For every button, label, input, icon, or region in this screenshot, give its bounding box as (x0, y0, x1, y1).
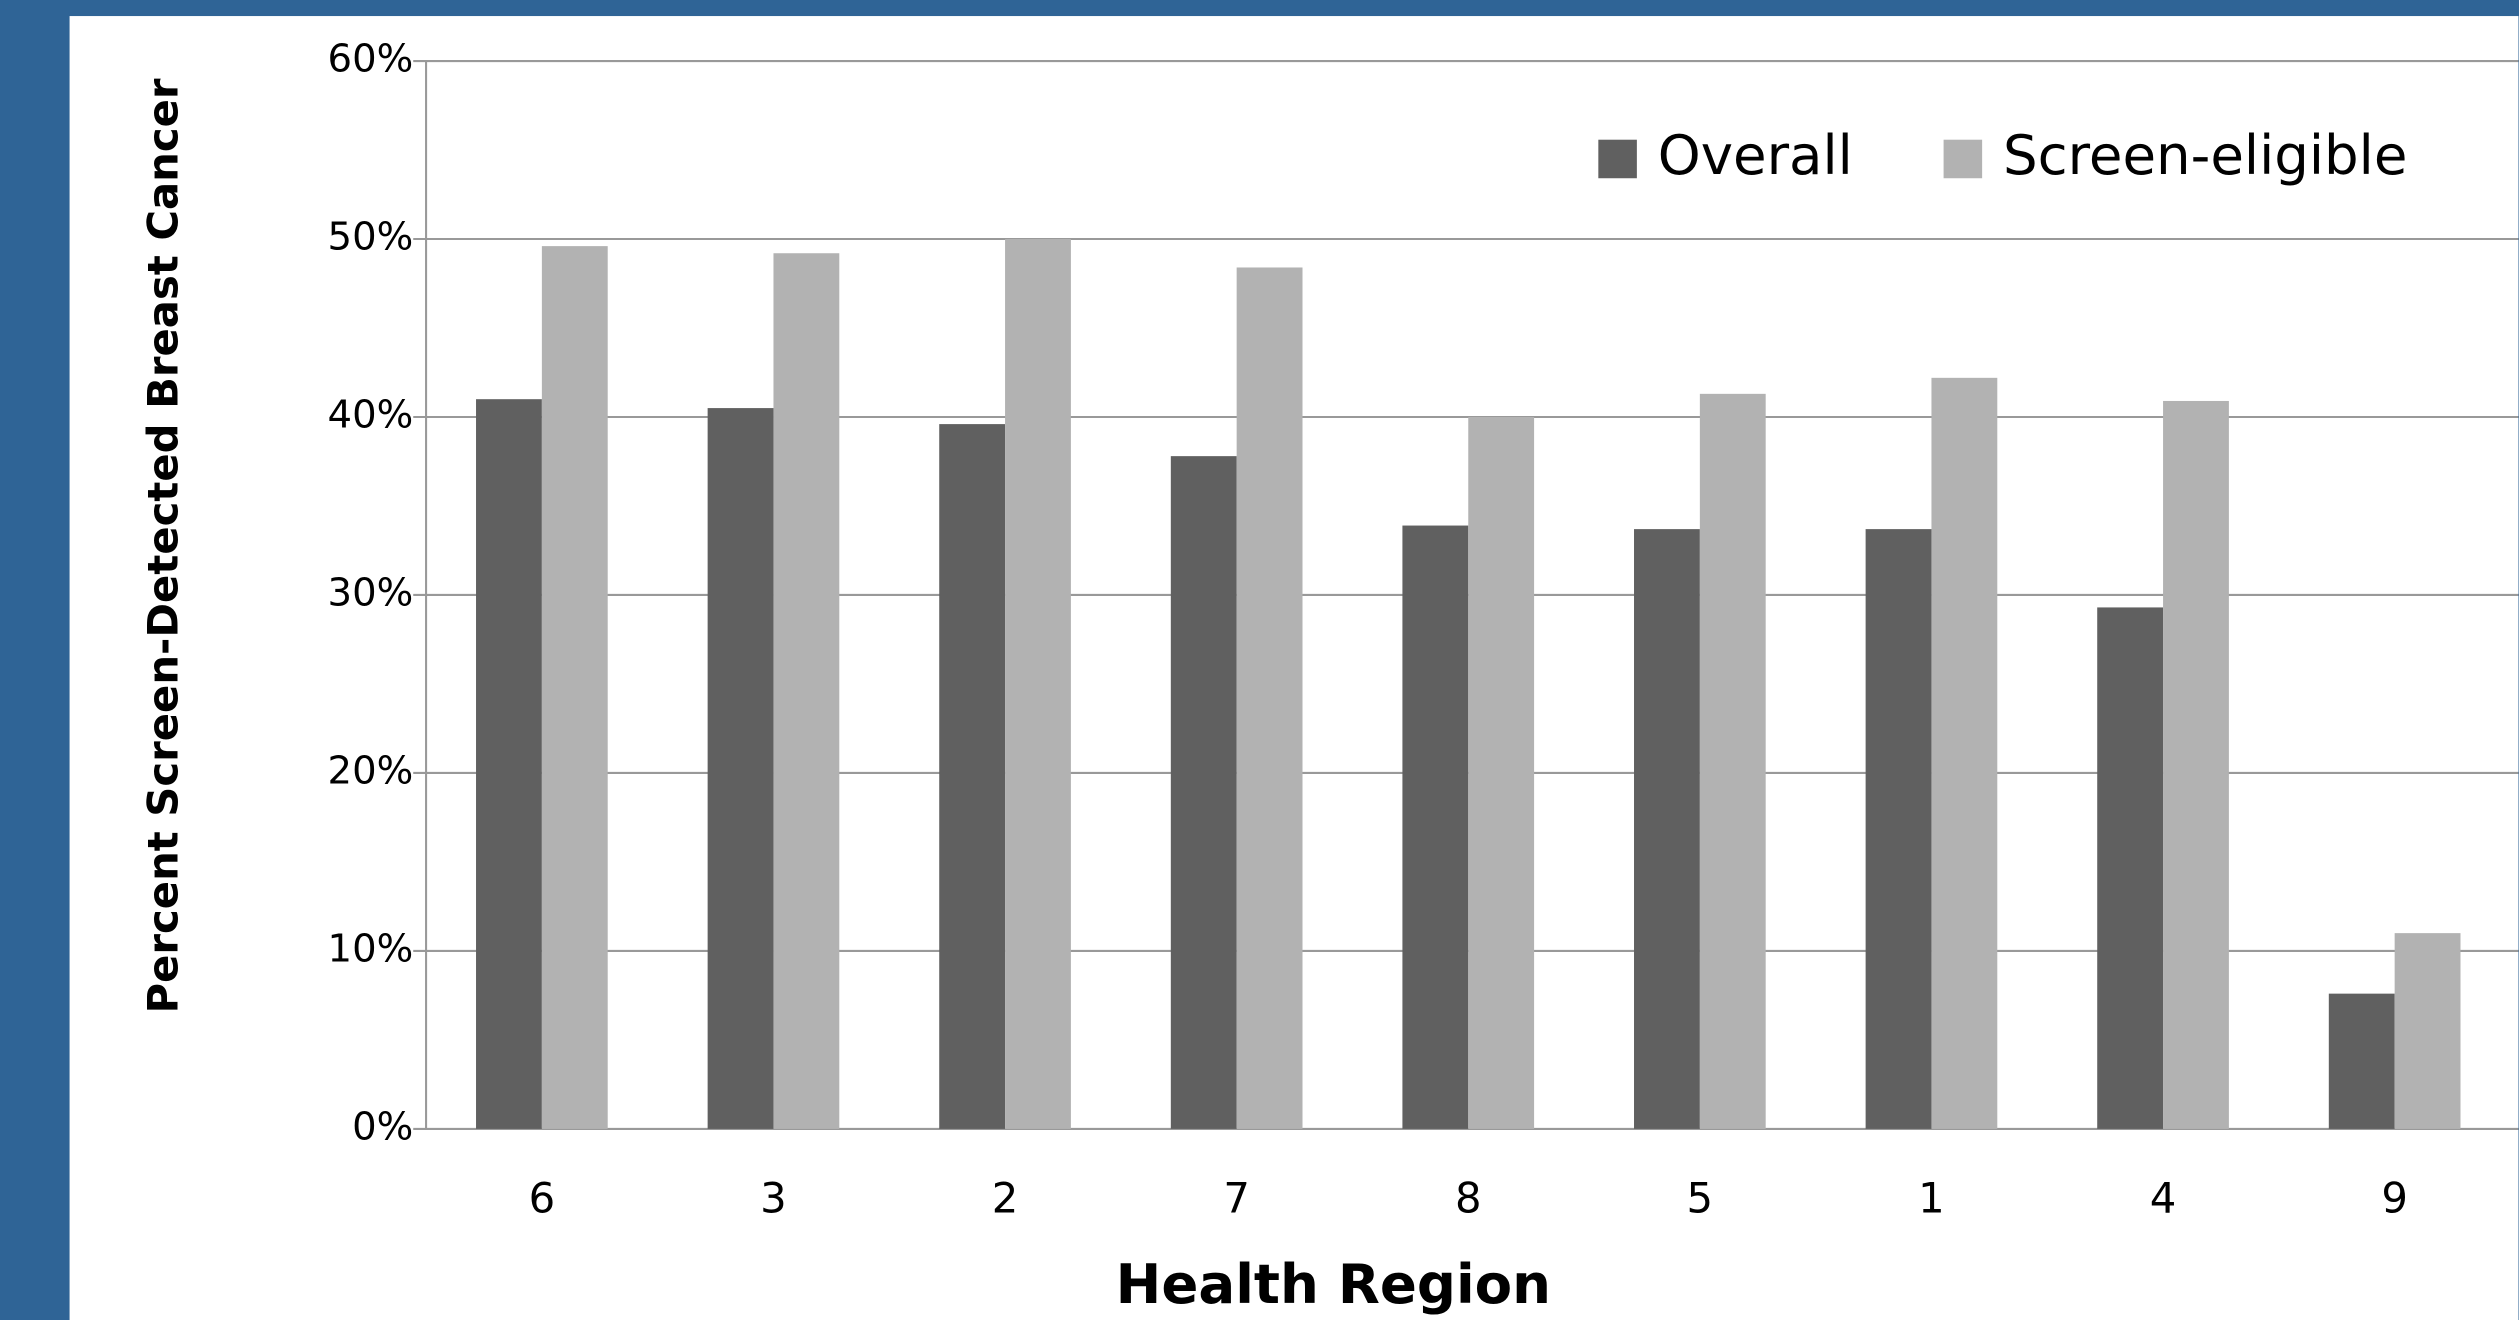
bar (1170, 456, 1237, 1129)
x-tick-label: 3 (760, 1174, 787, 1223)
bar (2097, 607, 2164, 1129)
x-tick-label: 7 (1223, 1174, 1250, 1223)
legend-label: Screen-eligible (2003, 123, 2407, 187)
x-tick-label: 6 (529, 1174, 556, 1223)
bar (541, 246, 608, 1129)
bar (1236, 267, 1303, 1129)
y-tick-label: 40% (328, 392, 414, 437)
x-tick-label: 4 (2150, 1174, 2177, 1223)
bar (1468, 416, 1535, 1129)
y-tick-label: 30% (328, 570, 414, 615)
bar (476, 399, 542, 1129)
y-tick-label: 50% (328, 215, 414, 260)
x-tick-label: 9 (2381, 1174, 2408, 1223)
legend-swatch (1598, 139, 1637, 179)
x-axis-title: Health Region (1116, 1252, 1551, 1316)
bar (1865, 529, 1932, 1129)
bar (773, 253, 840, 1129)
y-tick-label: 10% (328, 926, 414, 971)
bar (2328, 993, 2395, 1129)
bar (939, 424, 1006, 1129)
x-tick-label: 2 (992, 1174, 1019, 1223)
bar (707, 408, 774, 1129)
bar (1699, 393, 1766, 1129)
bar (1402, 525, 1469, 1129)
bar (1634, 529, 1700, 1129)
y-tick-label: 60% (328, 37, 414, 82)
x-tick-label: 1 (1918, 1174, 1945, 1223)
y-axis-title: Percent Screen-Detected Breast Cancer (138, 78, 187, 1013)
bar (1005, 239, 1071, 1129)
y-tick-label: 0% (352, 1104, 413, 1149)
legend-swatch (1943, 139, 1983, 179)
bar (2163, 400, 2229, 1129)
bar (2394, 933, 2461, 1129)
y-tick-label: 20% (328, 748, 414, 793)
x-tick-label: 8 (1455, 1174, 1482, 1223)
legend-label: Overall (1658, 123, 1853, 187)
x-tick-label: 5 (1687, 1174, 1714, 1223)
bar (1931, 377, 1998, 1129)
